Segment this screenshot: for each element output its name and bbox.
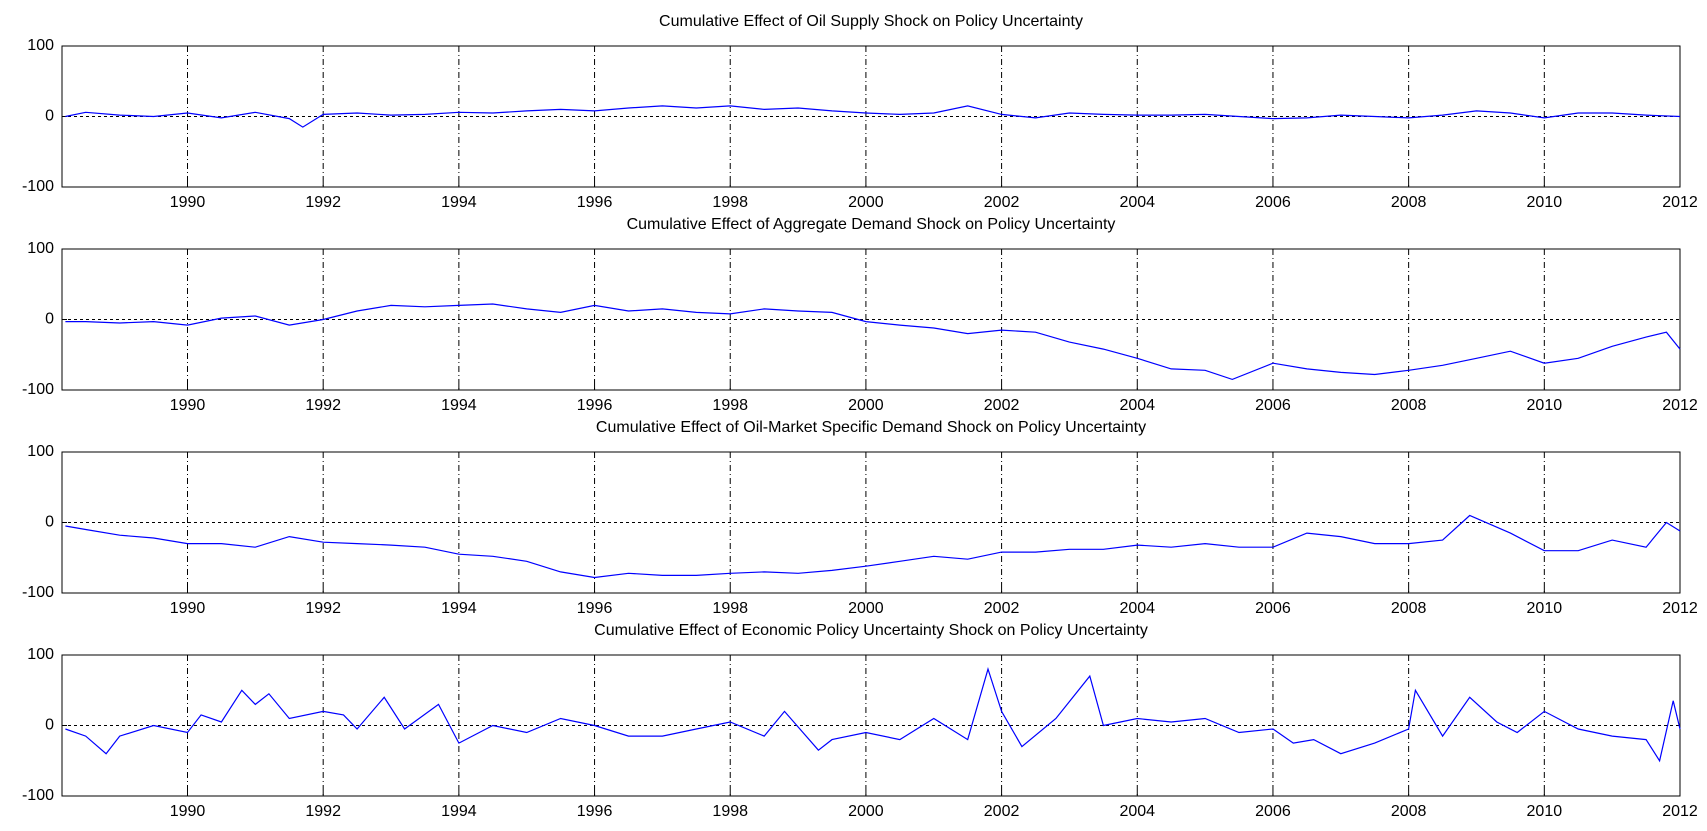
x-tick-label: 1992 <box>305 397 341 414</box>
x-tick-label: 1990 <box>170 194 206 211</box>
x-tick-label: 1992 <box>305 194 341 211</box>
x-tick-label: 2012 <box>1662 397 1698 414</box>
x-tick-label: 1996 <box>577 194 613 211</box>
x-tick-label: 1996 <box>577 600 613 617</box>
x-tick-label: 2008 <box>1391 600 1427 617</box>
x-tick-label: 2006 <box>1255 194 1291 211</box>
y-tick-label: 0 <box>45 311 54 328</box>
x-tick-label: 1990 <box>170 397 206 414</box>
x-tick-label: 2010 <box>1527 397 1563 414</box>
plot-frame <box>61 248 1681 391</box>
y-tick-label: 0 <box>45 514 54 531</box>
data-line <box>65 105 1681 128</box>
x-tick-label: 2002 <box>984 803 1020 820</box>
x-tick-label: 2004 <box>1119 600 1155 617</box>
x-tick-label: 2010 <box>1527 803 1563 820</box>
data-line <box>65 303 1681 381</box>
x-tick-label: 1998 <box>712 600 748 617</box>
y-tick-label: 100 <box>27 646 54 663</box>
chart-title: Cumulative Effect of Economic Policy Unc… <box>594 622 1148 639</box>
x-tick-label: 2010 <box>1527 600 1563 617</box>
y-tick-label: 100 <box>27 240 54 257</box>
x-tick-label: 1998 <box>712 194 748 211</box>
x-tick-label: 2004 <box>1119 194 1155 211</box>
x-tick-label: 2012 <box>1662 194 1698 211</box>
y-tick-label: 0 <box>45 717 54 734</box>
y-tick-label: -100 <box>22 787 54 804</box>
data-line <box>65 514 1681 579</box>
x-tick-label: 2006 <box>1255 397 1291 414</box>
x-tick-label: 2008 <box>1391 194 1427 211</box>
x-tick-label: 1994 <box>441 803 477 820</box>
y-tick-label: -100 <box>22 178 54 195</box>
x-tick-label: 2000 <box>848 600 884 617</box>
x-tick-label: 2002 <box>984 194 1020 211</box>
x-tick-label: 2010 <box>1527 194 1563 211</box>
x-tick-label: 2002 <box>984 397 1020 414</box>
x-tick-label: 1996 <box>577 803 613 820</box>
x-tick-label: 1992 <box>305 803 341 820</box>
x-tick-label: 1998 <box>712 803 748 820</box>
plot-frame <box>61 45 1681 188</box>
y-tick-label: 100 <box>27 37 54 54</box>
x-tick-label: 2000 <box>848 397 884 414</box>
x-tick-label: 1994 <box>441 194 477 211</box>
x-tick-label: 2012 <box>1662 803 1698 820</box>
x-tick-label: 1998 <box>712 397 748 414</box>
data-line <box>65 667 1681 763</box>
y-tick-label: 100 <box>27 443 54 460</box>
x-tick-label: 2006 <box>1255 600 1291 617</box>
chart-title: Cumulative Effect of Oil Supply Shock on… <box>659 13 1083 30</box>
x-tick-label: 2000 <box>848 194 884 211</box>
y-tick-label: -100 <box>22 584 54 601</box>
x-tick-label: 2004 <box>1119 397 1155 414</box>
chart-title: Cumulative Effect of Oil-Market Specific… <box>596 419 1146 436</box>
x-tick-label: 2012 <box>1662 600 1698 617</box>
x-tick-label: 1994 <box>441 600 477 617</box>
x-tick-label: 1990 <box>170 600 206 617</box>
x-tick-label: 1994 <box>441 397 477 414</box>
x-tick-label: 2000 <box>848 803 884 820</box>
x-tick-label: 1996 <box>577 397 613 414</box>
x-tick-label: 1992 <box>305 600 341 617</box>
x-tick-label: 2004 <box>1119 803 1155 820</box>
x-tick-label: 2006 <box>1255 803 1291 820</box>
x-tick-label: 1990 <box>170 803 206 820</box>
x-tick-label: 2002 <box>984 600 1020 617</box>
y-tick-label: -100 <box>22 381 54 398</box>
x-tick-label: 2008 <box>1391 397 1427 414</box>
y-tick-label: 0 <box>45 108 54 125</box>
plot-frame <box>61 654 1681 797</box>
chart-title: Cumulative Effect of Aggregate Demand Sh… <box>627 216 1116 233</box>
x-tick-label: 2008 <box>1391 803 1427 820</box>
